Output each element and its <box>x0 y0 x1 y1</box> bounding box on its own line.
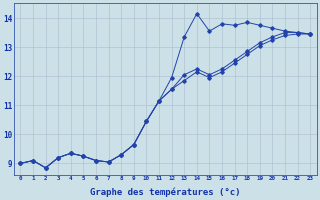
X-axis label: Graphe des températures (°c): Graphe des températures (°c) <box>90 187 241 197</box>
